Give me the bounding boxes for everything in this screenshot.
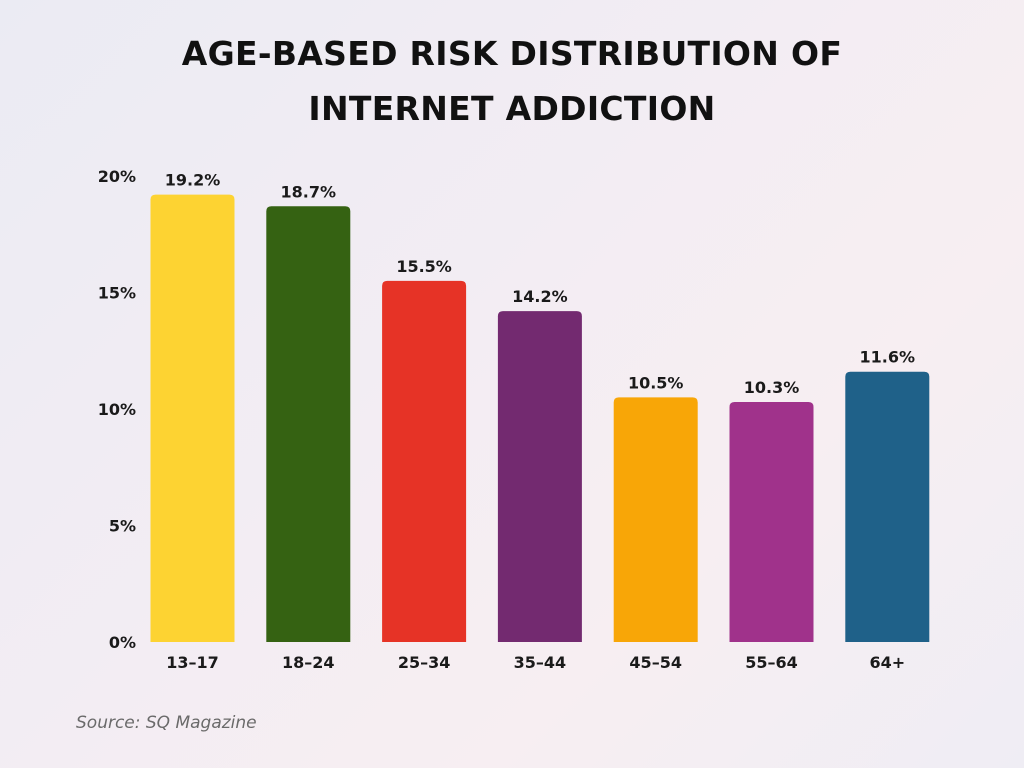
bar-value-label: 15.5% [396,257,452,276]
chart-title: AGE-BASED RISK DISTRIBUTION OF INTERNET … [0,26,1024,136]
bar [497,311,582,642]
bar-value-label: 10.3% [744,378,800,397]
bar-value-label: 11.6% [860,348,916,367]
bar [382,280,467,642]
y-tick-label: 0% [109,633,136,652]
y-tick-label: 20% [98,167,136,186]
x-tick-label: 55–64 [745,653,798,672]
bar-value-label: 19.2% [165,171,221,190]
bar-value-label: 10.5% [628,373,684,392]
x-tick-label: 64+ [869,653,905,672]
x-tick-label: 18–24 [282,653,335,672]
y-tick-label: 15% [98,284,136,303]
bar [729,402,814,642]
bar-value-label: 14.2% [512,287,568,306]
bar [150,194,235,642]
bar [845,371,930,642]
bar-value-label: 18.7% [281,182,337,201]
bar [613,397,698,642]
source-note: Source: SQ Magazine [76,713,257,733]
chart-title-line-1: AGE-BASED RISK DISTRIBUTION OF [181,34,843,73]
y-tick-label: 10% [98,400,136,419]
x-tick-label: 13–17 [166,653,219,672]
chart-title-line-2: INTERNET ADDICTION [308,89,716,128]
bar [266,206,351,643]
x-tick-label: 25–34 [398,653,451,672]
y-tick-label: 5% [109,517,136,536]
x-tick-label: 45–54 [629,653,682,672]
x-tick-label: 35–44 [514,653,567,672]
